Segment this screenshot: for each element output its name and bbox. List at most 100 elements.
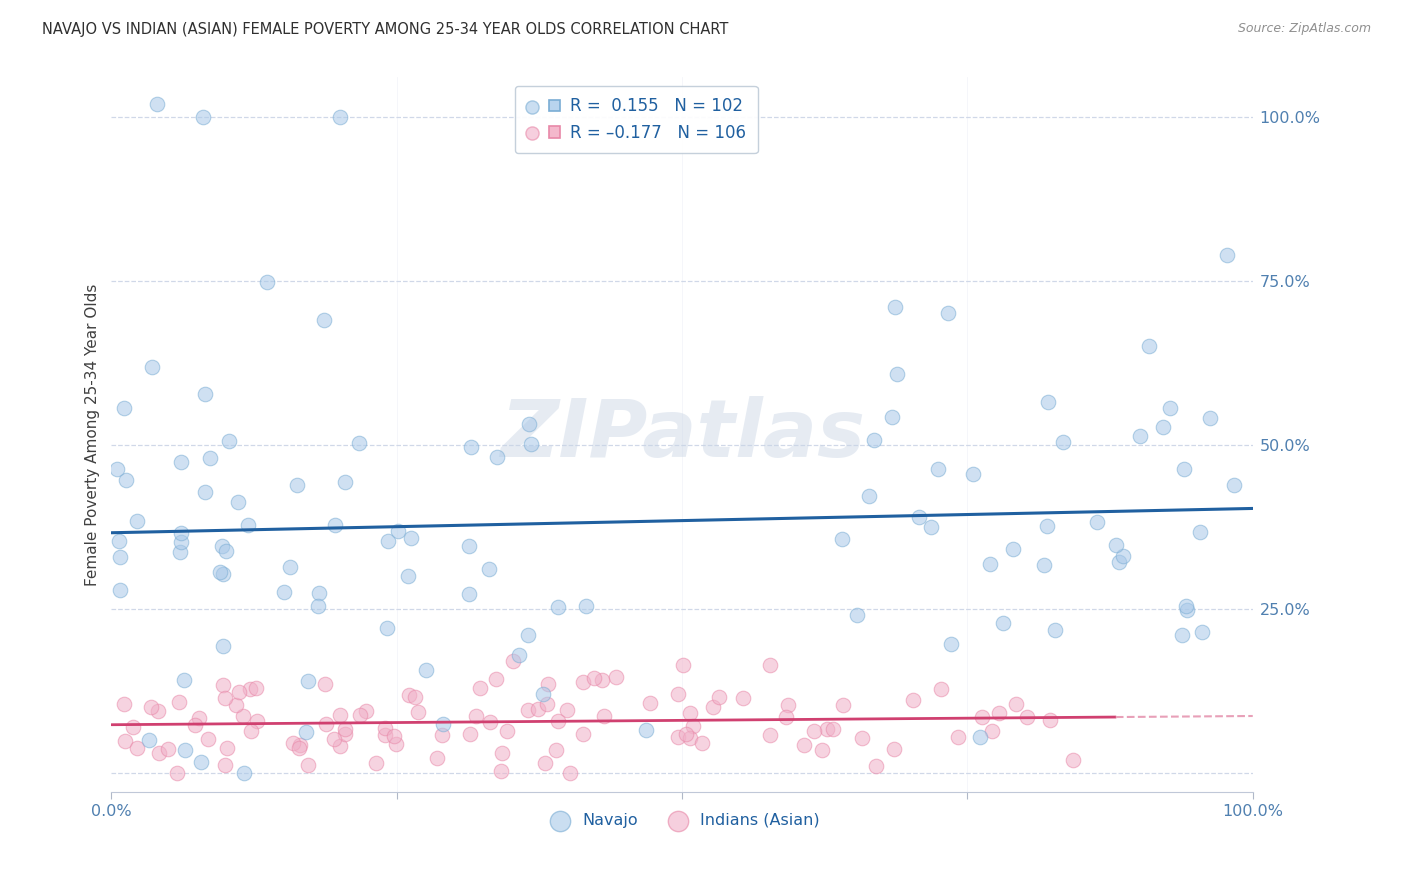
Point: [591, 673, 613, 688]
Point: [1223, 478, 1246, 492]
Point: [108, 549, 131, 564]
Point: [811, 743, 834, 757]
Point: [245, 681, 267, 695]
Point: [537, 677, 560, 691]
Point: [775, 710, 797, 724]
Point: [679, 731, 702, 745]
Point: [415, 663, 437, 677]
Point: [398, 688, 420, 702]
Point: [592, 709, 614, 723]
Point: [969, 730, 991, 744]
Point: [758, 728, 780, 742]
Point: [114, 734, 136, 748]
Point: [170, 455, 193, 469]
Point: [1159, 401, 1181, 415]
Point: [815, 722, 838, 736]
Point: [478, 714, 501, 729]
Point: [558, 765, 581, 780]
Point: [226, 494, 249, 508]
Point: [396, 569, 419, 583]
Point: [308, 586, 330, 600]
Point: [141, 359, 163, 374]
Point: [287, 477, 309, 491]
Point: [823, 722, 845, 736]
Point: [520, 437, 543, 451]
Point: [146, 96, 169, 111]
Point: [1052, 434, 1074, 449]
Point: [239, 723, 262, 738]
Point: [374, 728, 396, 742]
Point: [297, 757, 319, 772]
Point: [605, 670, 627, 684]
Point: [1171, 628, 1194, 642]
Point: [211, 539, 233, 553]
Legend: Navajo, Indians (Asian): Navajo, Indians (Asian): [537, 806, 827, 834]
Point: [1191, 625, 1213, 640]
Point: [377, 533, 399, 548]
Point: [107, 462, 129, 476]
Point: [211, 639, 233, 653]
Point: [174, 743, 197, 757]
Point: [634, 723, 657, 738]
Point: [273, 585, 295, 599]
Point: [190, 755, 212, 769]
Point: [458, 727, 481, 741]
Point: [430, 728, 453, 742]
Point: [1039, 713, 1062, 727]
Point: [108, 534, 131, 549]
Point: [508, 648, 530, 662]
Point: [863, 433, 886, 447]
Point: [215, 740, 238, 755]
Point: [323, 518, 346, 533]
Point: [426, 751, 449, 765]
Point: [387, 524, 409, 538]
Point: [883, 300, 905, 314]
Point: [125, 514, 148, 528]
Point: [314, 677, 336, 691]
Point: [214, 758, 236, 772]
Y-axis label: Female Poverty Among 25-34 Year Olds: Female Poverty Among 25-34 Year Olds: [86, 284, 100, 586]
Point: [256, 275, 278, 289]
Point: [246, 714, 269, 728]
Point: [335, 727, 357, 741]
Point: [364, 756, 387, 770]
Point: [1036, 395, 1059, 409]
Point: [322, 731, 344, 746]
Point: [232, 709, 254, 723]
Point: [1173, 461, 1195, 475]
Point: [1111, 549, 1133, 563]
Point: [1189, 524, 1212, 539]
Point: [211, 678, 233, 692]
Point: [349, 708, 371, 723]
Point: [197, 731, 219, 746]
Point: [478, 562, 501, 576]
Point: [970, 710, 993, 724]
Point: [527, 702, 550, 716]
Point: [458, 539, 481, 553]
Point: [1152, 420, 1174, 434]
Point: [948, 731, 970, 745]
Point: [193, 485, 215, 500]
Point: [803, 724, 825, 739]
Text: ZIPatlas: ZIPatlas: [499, 396, 865, 474]
Point: [457, 587, 479, 601]
Point: [502, 655, 524, 669]
Point: [776, 698, 799, 712]
Point: [228, 684, 250, 698]
Point: [315, 716, 337, 731]
Point: [1036, 518, 1059, 533]
Point: [288, 738, 311, 752]
Point: [679, 706, 702, 721]
Point: [297, 674, 319, 689]
Point: [108, 582, 131, 597]
Point: [333, 722, 356, 736]
Point: [666, 687, 689, 701]
Point: [851, 731, 873, 746]
Point: [399, 532, 422, 546]
Point: [278, 560, 301, 574]
Point: [690, 736, 713, 750]
Text: NAVAJO VS INDIAN (ASIAN) FEMALE POVERTY AMONG 25-34 YEAR OLDS CORRELATION CHART: NAVAJO VS INDIAN (ASIAN) FEMALE POVERTY …: [42, 22, 728, 37]
Point: [640, 696, 662, 710]
Point: [547, 600, 569, 615]
Point: [927, 462, 949, 476]
